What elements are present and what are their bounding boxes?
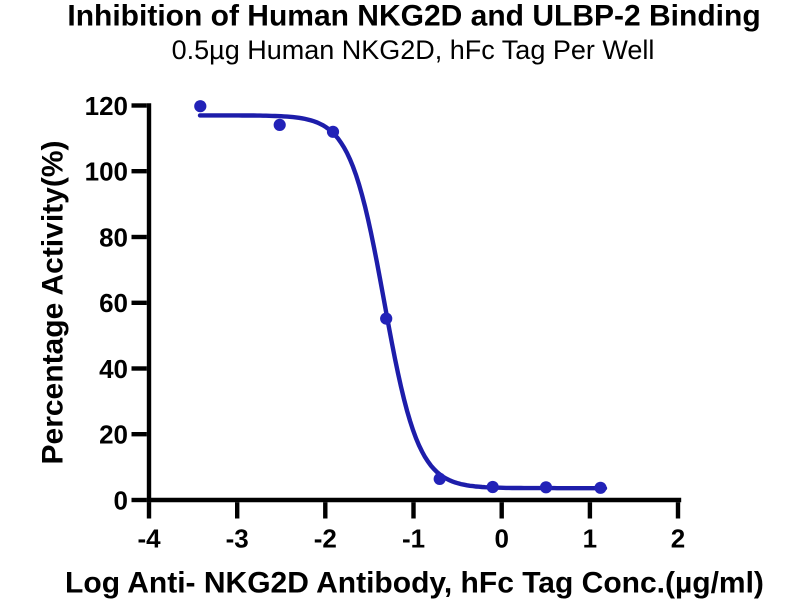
svg-text:-4: -4: [137, 524, 161, 554]
svg-text:-1: -1: [402, 524, 425, 554]
svg-text:120: 120: [85, 91, 128, 121]
svg-text:Inhibition of Human NKG2D and: Inhibition of Human NKG2D and ULBP-2 Bin…: [67, 0, 760, 33]
svg-text:100: 100: [85, 157, 128, 187]
svg-text:0.5µg Human NKG2D, hFc Tag Per: 0.5µg Human NKG2D, hFc Tag Per Well: [172, 35, 655, 65]
svg-text:0: 0: [494, 524, 508, 554]
svg-text:Percentage Activity(%): Percentage Activity(%): [37, 141, 70, 465]
svg-text:20: 20: [99, 420, 128, 450]
svg-text:40: 40: [99, 354, 128, 384]
svg-text:-2: -2: [314, 524, 337, 554]
svg-text:1: 1: [583, 524, 597, 554]
svg-text:80: 80: [99, 222, 128, 252]
svg-text:-3: -3: [226, 524, 249, 554]
svg-text:Log Anti- NKG2D Antibody, hFc: Log Anti- NKG2D Antibody, hFc Tag Conc.(…: [65, 567, 764, 600]
svg-text:2: 2: [671, 524, 685, 554]
svg-text:60: 60: [99, 288, 128, 318]
svg-text:0: 0: [114, 485, 128, 515]
